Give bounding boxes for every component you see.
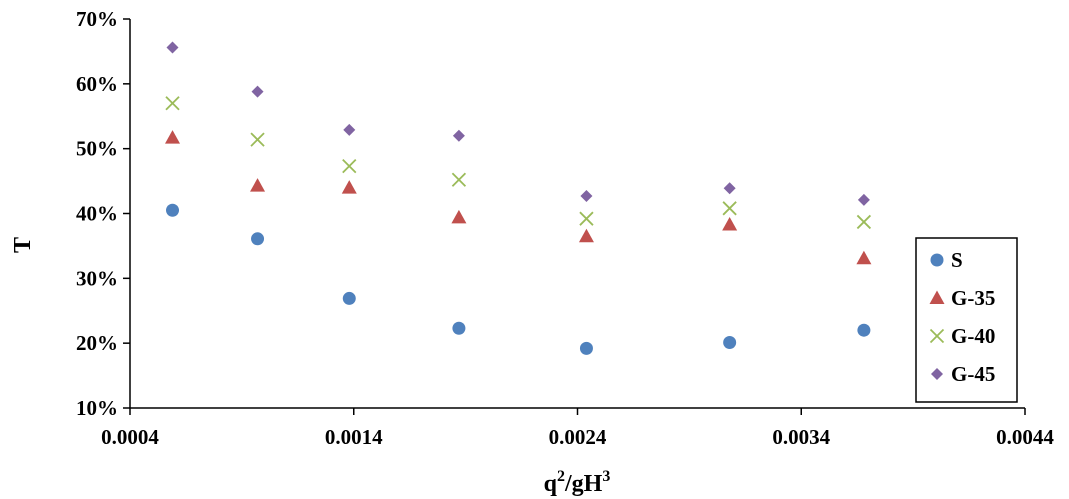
legend-marker-g-40 bbox=[929, 328, 945, 344]
point-g-35 bbox=[856, 250, 872, 265]
point-s bbox=[166, 203, 180, 217]
legend-label-g-35: G-35 bbox=[951, 286, 995, 310]
point-g-35 bbox=[578, 228, 594, 243]
legend-marker-g-45 bbox=[931, 368, 943, 380]
y-tick-label: 50% bbox=[76, 137, 118, 161]
y-tick-label: 10% bbox=[76, 396, 118, 420]
legend-marker-s bbox=[930, 253, 944, 267]
data-points bbox=[165, 41, 872, 355]
point-g-45 bbox=[857, 193, 870, 206]
x-tick-label: 0.0044 bbox=[996, 425, 1054, 449]
x-tick-label: 0.0004 bbox=[101, 425, 159, 449]
point-g-35 bbox=[165, 130, 181, 144]
legend-marker-g-35 bbox=[929, 290, 945, 304]
y-tick-label: 40% bbox=[76, 202, 118, 226]
y-tick-labels: 10% 20% 30% 40% 50% 60% 70% bbox=[76, 7, 118, 420]
point-s bbox=[857, 323, 871, 337]
point-g-40 bbox=[722, 201, 737, 216]
x-axis-title: q2/gH3 bbox=[544, 468, 611, 497]
point-g-45 bbox=[251, 85, 264, 98]
axes bbox=[123, 18, 1026, 415]
point-s bbox=[723, 336, 737, 350]
point-g-35 bbox=[722, 217, 738, 231]
y-tick-label: 20% bbox=[76, 331, 118, 355]
y-tick-label: 30% bbox=[76, 266, 118, 290]
legend-label-s: S bbox=[951, 248, 963, 272]
x-tick-label: 0.0014 bbox=[325, 425, 383, 449]
x-tick-label: 0.0024 bbox=[549, 425, 607, 449]
legend-label-g-40: G-40 bbox=[951, 324, 995, 348]
y-tick-label: 60% bbox=[76, 72, 118, 96]
point-g-40 bbox=[451, 172, 467, 187]
point-g-35 bbox=[341, 180, 357, 194]
point-s bbox=[579, 341, 593, 355]
point-g-40 bbox=[579, 211, 594, 226]
point-g-45 bbox=[343, 123, 356, 136]
y-tick-label: 70% bbox=[76, 7, 118, 31]
point-g-40 bbox=[250, 132, 265, 147]
x-tick-labels: 0.0004 0.0014 0.0024 0.0034 0.0044 bbox=[101, 425, 1054, 449]
x-tick-label: 0.0034 bbox=[772, 425, 830, 449]
y-axis-title: T bbox=[10, 237, 36, 253]
legend-label-g-45: G-45 bbox=[951, 362, 995, 386]
point-g-40 bbox=[342, 159, 357, 174]
point-g-40 bbox=[856, 214, 872, 230]
point-s bbox=[452, 321, 466, 335]
point-g-45 bbox=[580, 189, 593, 202]
point-g-45 bbox=[723, 182, 736, 195]
point-g-35 bbox=[451, 209, 467, 224]
point-s bbox=[342, 291, 356, 305]
point-g-45 bbox=[166, 41, 179, 54]
legend: S G-35 G-40 G-45 bbox=[915, 237, 1018, 403]
point-g-35 bbox=[250, 178, 266, 192]
point-g-40 bbox=[165, 96, 180, 111]
point-s bbox=[251, 232, 265, 246]
point-g-45 bbox=[452, 129, 465, 142]
